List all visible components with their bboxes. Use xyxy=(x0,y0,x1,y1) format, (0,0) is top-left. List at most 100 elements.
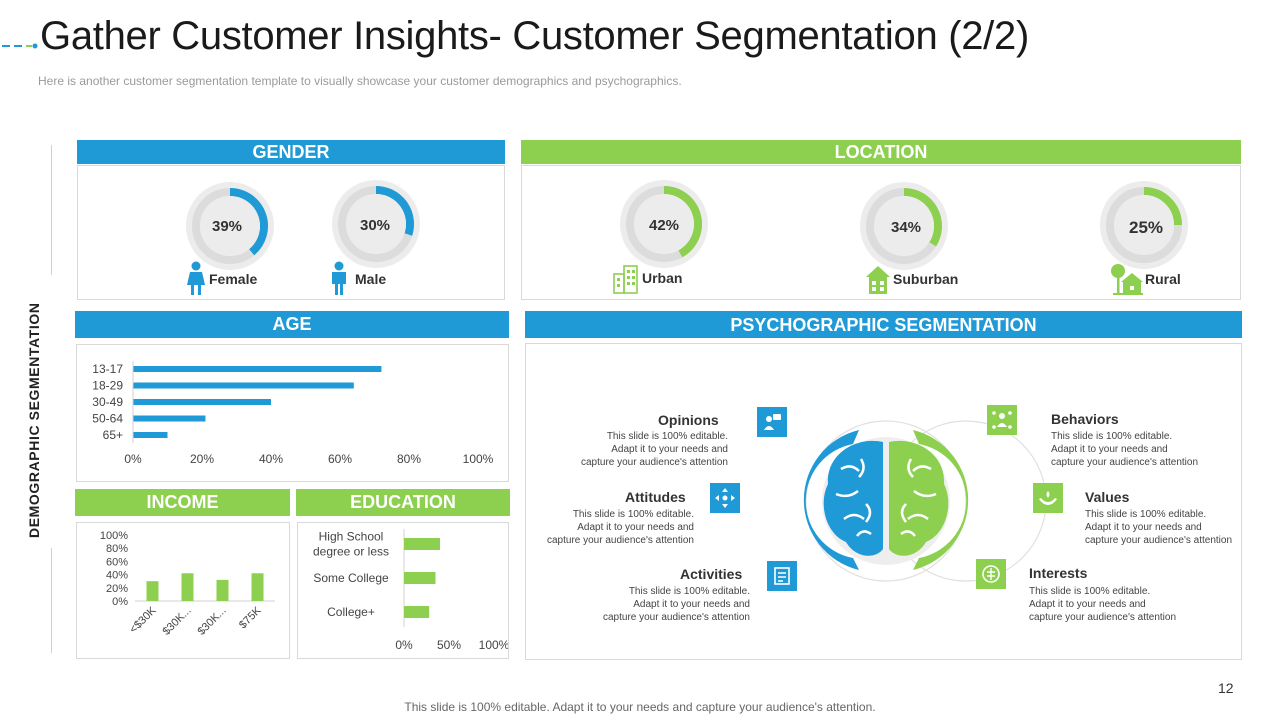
education-header: EDUCATION xyxy=(296,489,510,516)
female-donut-arc xyxy=(229,188,268,256)
education-tick-label: High School degree or less xyxy=(313,530,389,559)
male-donut xyxy=(332,180,420,268)
behaviors-title: Behaviors xyxy=(1051,411,1119,427)
age-tick-label: 18-29 xyxy=(92,379,123,393)
age-x-tick: 0% xyxy=(124,452,142,466)
male-donut-arc xyxy=(375,186,414,236)
opinions-title: Opinions xyxy=(658,412,719,428)
attitudes-text: This slide is 100% editable. Adapt it to … xyxy=(546,509,694,546)
income-y-tick: 20% xyxy=(106,583,128,595)
female-label: Female xyxy=(209,271,258,287)
gender-header: GENDER xyxy=(77,140,505,164)
education-x-tick: 100% xyxy=(479,638,508,652)
urban-label: Urban xyxy=(642,270,683,286)
gender-panel: 39% 30% Female Male xyxy=(77,165,505,300)
income-panel: 100% 80% 60% 40% 20% 0% <$30K $30K... $30K... $75… xyxy=(76,522,290,659)
rural-pct: 25% xyxy=(1129,218,1164,237)
education-panel: High School degree or less Some College Col… xyxy=(297,522,510,659)
age-bar xyxy=(133,432,168,438)
title-accent xyxy=(0,36,38,49)
income-y-tick: 0% xyxy=(112,596,128,608)
interests-text: This slide is 100% editable. Adapt it to … xyxy=(1029,586,1177,623)
income-bar xyxy=(216,579,229,601)
income-x-tick: <$30K xyxy=(127,604,159,636)
suburban-pct: 34% xyxy=(891,219,922,236)
values-text: This slide is 100% editable. Adapt it to … xyxy=(1085,509,1233,546)
income-x-tick: $30K... xyxy=(160,605,193,638)
building-icon xyxy=(611,264,641,299)
side-divider-top xyxy=(51,145,52,275)
education-bar xyxy=(404,606,430,618)
age-x-tick: 100% xyxy=(463,452,494,466)
income-bar xyxy=(251,573,264,601)
title-accent-icon xyxy=(2,43,38,49)
female-pct: 39% xyxy=(212,218,243,235)
page-title: Gather Customer Insights- Customer Segme… xyxy=(40,14,1029,58)
age-x-tick: 60% xyxy=(328,452,352,466)
behaviors-icon xyxy=(987,405,1017,435)
age-x-tick: 40% xyxy=(259,452,283,466)
values-icon xyxy=(1033,483,1063,513)
education-x-tick: 0% xyxy=(395,638,413,652)
age-tick-label: 65+ xyxy=(103,428,123,442)
education-bar xyxy=(404,538,440,550)
activities-title: Activities xyxy=(680,566,743,582)
interests-icon xyxy=(976,559,1006,589)
house-icon xyxy=(864,263,892,300)
side-label-box: DEMOGRAPHIC SEGMENTATION xyxy=(20,290,60,590)
age-chart: 13-17 18-29 30-49 50-64 65+0% 20% 40% 60% 80% 100… xyxy=(92,361,494,466)
age-x-tick: 80% xyxy=(397,452,421,466)
rural-donut-arc xyxy=(1143,187,1182,226)
female-donut xyxy=(186,182,274,270)
tree-house-icon xyxy=(1109,262,1145,301)
education-tick-label: College+ xyxy=(327,605,375,619)
suburban-donut-arc xyxy=(903,188,942,247)
age-bar xyxy=(133,399,271,405)
education-bar xyxy=(404,572,436,584)
male-label: Male xyxy=(355,271,387,287)
opinions-icon xyxy=(757,407,787,437)
rural-label: Rural xyxy=(1145,271,1181,287)
income-y-tick: 40% xyxy=(106,570,128,582)
psychographic-header: PSYCHOGRAPHIC SEGMENTATION xyxy=(525,311,1242,338)
psychographic-panel: Opinions This slide is 100% editable. Ada… xyxy=(525,343,1242,660)
location-donuts xyxy=(620,180,1188,270)
female-icon xyxy=(185,261,207,300)
age-tick-label: 30-49 xyxy=(92,395,123,409)
age-bar xyxy=(133,415,206,422)
footer-note: This slide is 100% editable. Adapt it to… xyxy=(404,700,876,714)
interests-title: Interests xyxy=(1029,565,1088,581)
location-panel: 42% 34% 25% Urban Suburban Rural xyxy=(521,165,1241,300)
education-x-tick: 50% xyxy=(437,638,461,652)
urban-pct: 42% xyxy=(649,217,680,234)
urban-donut xyxy=(620,180,708,268)
demographic-segmentation-label: DEMOGRAPHIC SEGMENTATION xyxy=(26,302,42,538)
page-subtitle: Here is another customer segmentation te… xyxy=(38,74,682,88)
brain-icon xyxy=(823,440,949,556)
income-y-tick: 100% xyxy=(100,530,128,542)
suburban-label: Suburban xyxy=(893,271,959,287)
age-bar xyxy=(133,382,354,389)
income-x-tick: $30K... xyxy=(195,605,228,638)
opinions-text: This slide is 100% editable. Adapt it to … xyxy=(580,431,728,468)
attitudes-title: Attitudes xyxy=(625,489,686,505)
age-panel: 13-17 18-29 30-49 50-64 65+ 0% 20% 40% 60% 80% 100… xyxy=(76,344,509,482)
location-header: LOCATION xyxy=(521,140,1241,164)
side-divider-bottom xyxy=(51,548,52,653)
male-icon xyxy=(328,261,350,300)
income-chart: 100%80%60%40%20%0%<$30K $30K... $30K... $75… xyxy=(100,530,275,638)
income-bar xyxy=(181,573,194,601)
income-y-tick: 60% xyxy=(106,556,128,568)
income-bar xyxy=(146,581,159,601)
rural-donut xyxy=(1100,181,1188,269)
income-y-tick: 80% xyxy=(106,543,128,555)
male-pct: 30% xyxy=(360,217,391,234)
age-tick-label: 50-64 xyxy=(92,412,123,426)
activities-icon xyxy=(767,561,797,591)
suburban-donut xyxy=(860,182,948,270)
gender-donuts xyxy=(186,180,420,270)
behaviors-text: This slide is 100% editable. Adapt it to … xyxy=(1051,431,1199,468)
income-header: INCOME xyxy=(75,489,290,516)
urban-donut-arc xyxy=(663,186,702,258)
age-bar xyxy=(133,366,382,372)
